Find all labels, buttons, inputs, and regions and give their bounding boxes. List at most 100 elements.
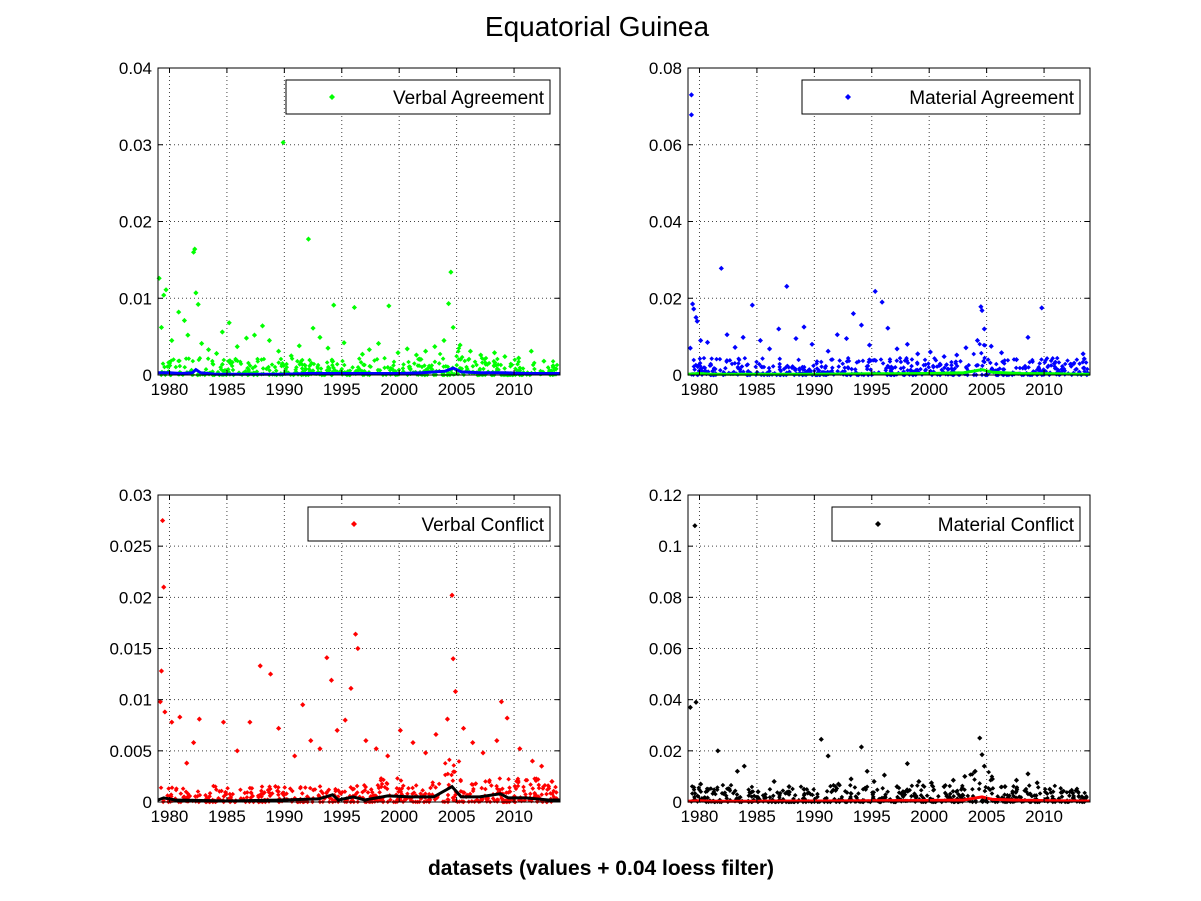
data-point [942, 790, 948, 796]
data-point [299, 791, 305, 796]
data-point [894, 784, 900, 790]
data-point [698, 363, 703, 369]
data-point [900, 794, 906, 800]
data-point [267, 671, 274, 677]
data-point [693, 314, 699, 321]
data-point [976, 786, 982, 792]
data-point [446, 782, 452, 788]
data-point [181, 794, 187, 799]
x-tick-label: 1985 [208, 807, 246, 826]
data-point [242, 369, 248, 374]
data-point [442, 772, 448, 778]
data-point [787, 369, 792, 375]
trend-line [687, 795, 1090, 803]
data-point [292, 753, 298, 759]
data-point [450, 656, 456, 662]
data-point [539, 792, 545, 797]
data-point [429, 363, 435, 368]
data-point [885, 363, 891, 369]
data-point [757, 337, 763, 344]
data-point [1076, 794, 1082, 800]
data-point [234, 748, 240, 754]
data-point [727, 358, 733, 363]
data-point [987, 787, 993, 793]
legend-marker [329, 94, 335, 100]
data-point [777, 364, 782, 370]
data-point [382, 355, 387, 361]
data-point [211, 783, 216, 789]
data-point [904, 761, 910, 767]
legend-label: Verbal Conflict [421, 515, 544, 536]
data-point [687, 704, 693, 710]
data-point [879, 299, 885, 305]
data-point [785, 363, 790, 369]
data-point [833, 788, 838, 793]
data-point [259, 788, 264, 794]
data-point [972, 768, 978, 774]
data-point [521, 788, 527, 794]
data-point [749, 302, 755, 308]
data-point [424, 367, 430, 373]
data-point [1065, 358, 1070, 363]
data-point [524, 777, 530, 783]
data-point [165, 364, 170, 369]
data-point [512, 783, 518, 789]
data-point [728, 782, 734, 788]
data-point [759, 364, 765, 370]
data-point [462, 358, 468, 364]
data-point [848, 776, 854, 782]
data-point [318, 366, 324, 371]
data-point [184, 760, 190, 766]
data-point [255, 793, 261, 799]
data-point [407, 366, 412, 371]
data-point [495, 797, 501, 803]
y-tick-label: 0 [143, 366, 152, 385]
data-point [927, 349, 933, 355]
x-tick-label: 2000 [910, 807, 948, 826]
data-point [193, 290, 199, 296]
data-point [786, 792, 792, 797]
data-point [1025, 771, 1031, 777]
data-point [767, 786, 773, 792]
data-point [259, 357, 264, 362]
data-point [213, 784, 218, 789]
data-point [1011, 793, 1016, 799]
x-tick-label: 2000 [380, 807, 418, 826]
data-point [169, 785, 175, 791]
data-point [307, 785, 313, 791]
data-point [469, 799, 475, 804]
data-point [1082, 790, 1087, 796]
data-point [230, 359, 235, 365]
data-point [430, 782, 436, 788]
data-point [467, 791, 473, 797]
data-point [504, 715, 510, 721]
data-point [485, 362, 490, 367]
data-point [801, 367, 807, 372]
data-point [376, 785, 382, 791]
data-point [454, 362, 460, 368]
data-point [1029, 793, 1035, 799]
data-point [551, 794, 557, 800]
data-point [688, 92, 695, 98]
data-point [871, 778, 877, 785]
data-point [1050, 794, 1055, 799]
data-point [1067, 361, 1074, 367]
data-point [843, 335, 850, 342]
data-point [451, 769, 456, 775]
data-point [815, 791, 820, 797]
data-point [1083, 360, 1089, 365]
data-point [474, 797, 480, 803]
data-point [932, 356, 937, 361]
y-tick-label: 0.025 [109, 537, 152, 556]
data-point [396, 367, 402, 373]
data-point [1013, 365, 1019, 371]
data-point [950, 788, 956, 794]
data-point [195, 793, 200, 799]
data-point [1042, 360, 1048, 365]
data-point [815, 794, 820, 800]
data-point [486, 360, 492, 366]
material-agreement-plot: 1980 1985 1990 1995 2000 2005 2010 0 0.02 0.04 0.0… [649, 59, 1091, 399]
data-point [528, 791, 533, 797]
data-point [276, 348, 282, 354]
data-point [1042, 789, 1048, 795]
